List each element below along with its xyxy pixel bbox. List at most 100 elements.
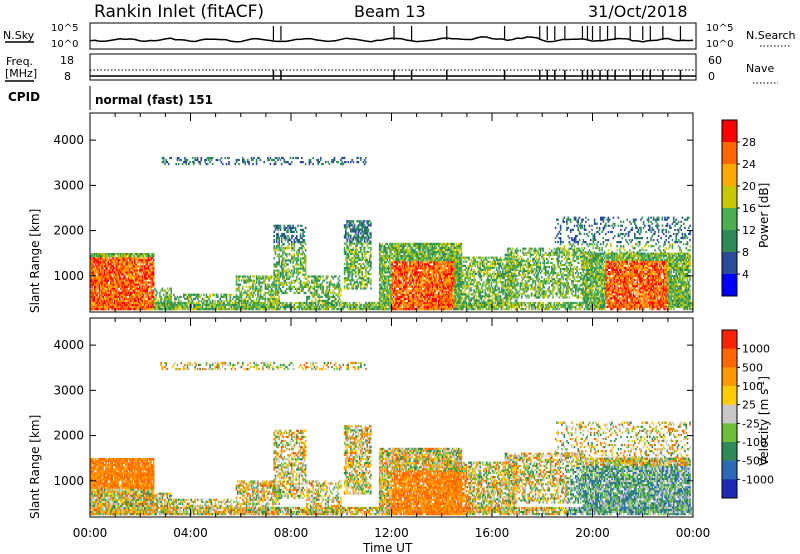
echo-cell	[343, 226, 346, 229]
echo-cell	[273, 249, 275, 252]
echo-cell	[160, 299, 162, 302]
echo-cell	[101, 279, 103, 282]
echo-cell	[139, 297, 141, 300]
echo-cell	[436, 281, 439, 284]
echo-cell	[284, 289, 287, 293]
echo-cell	[141, 253, 144, 256]
echo-cell	[140, 253, 142, 256]
echo-cell	[98, 261, 101, 264]
echo-cell	[417, 293, 420, 296]
echo-cell	[301, 247, 303, 250]
echo-cell	[366, 258, 368, 262]
echo-cell	[384, 259, 386, 262]
echo-cell	[125, 273, 127, 276]
echo-cell	[420, 246, 422, 250]
echo-cell	[263, 293, 265, 296]
echo-cell	[407, 253, 410, 256]
echo-cell	[361, 242, 363, 245]
echo-cell	[426, 295, 429, 298]
echo-cell	[400, 259, 402, 262]
echo-cell	[378, 295, 381, 298]
echo-cell	[335, 297, 337, 300]
echo-cell	[105, 303, 107, 307]
echo-cell	[146, 271, 149, 274]
echo-cell	[343, 279, 346, 282]
echo-cell	[275, 263, 278, 266]
echo-cell	[120, 269, 122, 272]
echo-cell	[319, 308, 322, 311]
echo-cell	[282, 251, 284, 254]
echo-cell	[151, 257, 154, 260]
echo-cell	[96, 293, 98, 296]
echo-cell	[360, 246, 362, 249]
echo-cell	[279, 283, 282, 286]
echo-cell	[313, 291, 316, 294]
echo-cell	[420, 285, 422, 288]
echo-cell	[102, 295, 105, 298]
echo-cell	[307, 295, 309, 298]
echo-cell	[411, 253, 414, 256]
echo-cell	[382, 248, 385, 252]
echo-cell	[299, 261, 302, 264]
echo-cell	[115, 305, 117, 309]
echo-cell	[417, 283, 420, 286]
echo-cell	[115, 273, 117, 276]
echo-cell	[127, 297, 130, 300]
echo-cell	[427, 263, 430, 266]
echo-cell	[389, 251, 391, 254]
echo-cell	[238, 289, 240, 292]
echo-cell	[277, 245, 279, 248]
echo-cell	[321, 287, 323, 290]
echo-cell	[90, 277, 92, 280]
echo-cell	[347, 234, 350, 237]
echo-cell	[421, 295, 424, 298]
echo-cell	[93, 281, 96, 284]
echo-cell	[234, 301, 237, 305]
echo-cell	[92, 275, 95, 278]
echo-cell	[357, 256, 360, 260]
echo-cell	[116, 293, 118, 296]
echo-cell	[362, 250, 365, 253]
echo-cell	[390, 297, 392, 300]
echo-cell	[131, 261, 134, 264]
echo-cell	[419, 295, 421, 298]
echo-cell	[401, 248, 404, 252]
echo-cell	[361, 258, 363, 262]
echo-cell	[394, 246, 396, 250]
echo-cell	[352, 263, 355, 266]
echo-cell	[387, 279, 390, 282]
echo-cell	[368, 240, 371, 243]
echo-cell	[410, 248, 412, 252]
echo-cell	[420, 255, 422, 258]
echo-cell	[360, 236, 362, 239]
echo-cell	[93, 259, 96, 262]
echo-cell	[97, 287, 100, 290]
echo-cell	[381, 289, 384, 292]
echo-cell	[277, 255, 279, 258]
echo-cell	[299, 285, 302, 288]
echo-cell	[298, 281, 301, 284]
echo-cell	[363, 265, 366, 268]
echo-cell	[150, 295, 152, 298]
echo-cell	[122, 285, 125, 288]
echo-cell	[387, 271, 390, 274]
echo-cell	[417, 261, 420, 264]
echo-cell	[395, 244, 397, 248]
echo-cell	[394, 253, 396, 256]
echo-cell	[91, 253, 93, 256]
echo-cell	[458, 253, 460, 256]
echo-cell	[277, 289, 279, 293]
echo-cell	[155, 293, 157, 296]
echo-cell	[409, 246, 411, 250]
echo-cell	[135, 281, 137, 284]
echo-cell	[286, 253, 288, 256]
echo-cell	[304, 259, 307, 262]
echo-cell	[302, 265, 304, 268]
echo-cell	[453, 248, 455, 252]
echo-cell	[348, 242, 351, 245]
echo-cell	[407, 279, 410, 282]
echo-cell	[258, 299, 260, 302]
echo-cell	[351, 260, 353, 264]
echo-cell	[421, 275, 424, 278]
echo-cell	[95, 293, 97, 296]
